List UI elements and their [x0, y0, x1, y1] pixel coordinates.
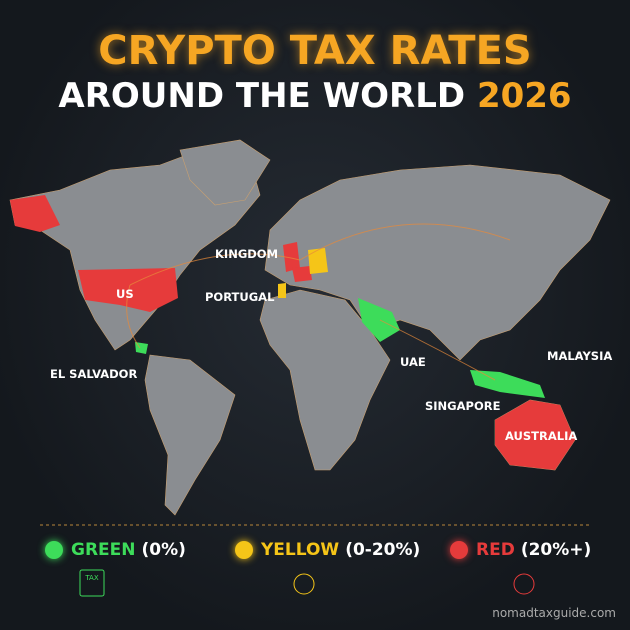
legend-dot: [235, 541, 253, 559]
subtitle-text: AROUND THE WORLD: [58, 76, 466, 116]
legend-rate: (20%+): [520, 540, 592, 560]
country-label: SINGAPORE: [425, 399, 501, 413]
legend-name: RED: [476, 540, 515, 560]
legend-dot: [45, 541, 63, 559]
legend-item: YELLOW (0-20%): [235, 540, 420, 560]
connections: [126, 223, 511, 381]
legend-name: GREEN: [71, 540, 136, 560]
country-label: AUSTRALIA: [505, 429, 577, 443]
legend-rate: (0%): [141, 540, 186, 560]
legend-dot: [450, 541, 468, 559]
legend-rate: (0-20%): [345, 540, 421, 560]
country-label: EL SALVADOR: [50, 367, 137, 381]
subtitle: AROUND THE WORLD 2026: [0, 76, 630, 116]
footer: nomadtaxguide.com: [492, 606, 616, 620]
tax-icon: TAX: [79, 569, 105, 597]
country-label: US: [116, 287, 134, 301]
legend-item: GREEN (0%): [45, 540, 186, 560]
country-label: PORTUGAL: [205, 290, 275, 304]
legend-item: RED (20%+): [450, 540, 591, 560]
country-label: MALAYSIA: [547, 349, 612, 363]
highlights: [10, 195, 575, 470]
year: 2026: [476, 76, 572, 116]
country-label: UAE: [400, 355, 426, 369]
coin-icon: [513, 573, 535, 595]
coin-icon: [293, 573, 315, 595]
country-label: KINGDOM: [215, 247, 278, 261]
icon-text: TAX: [84, 574, 99, 582]
legend-name: YELLOW: [261, 540, 340, 560]
title: CRYPTO TAX RATES: [98, 28, 532, 74]
